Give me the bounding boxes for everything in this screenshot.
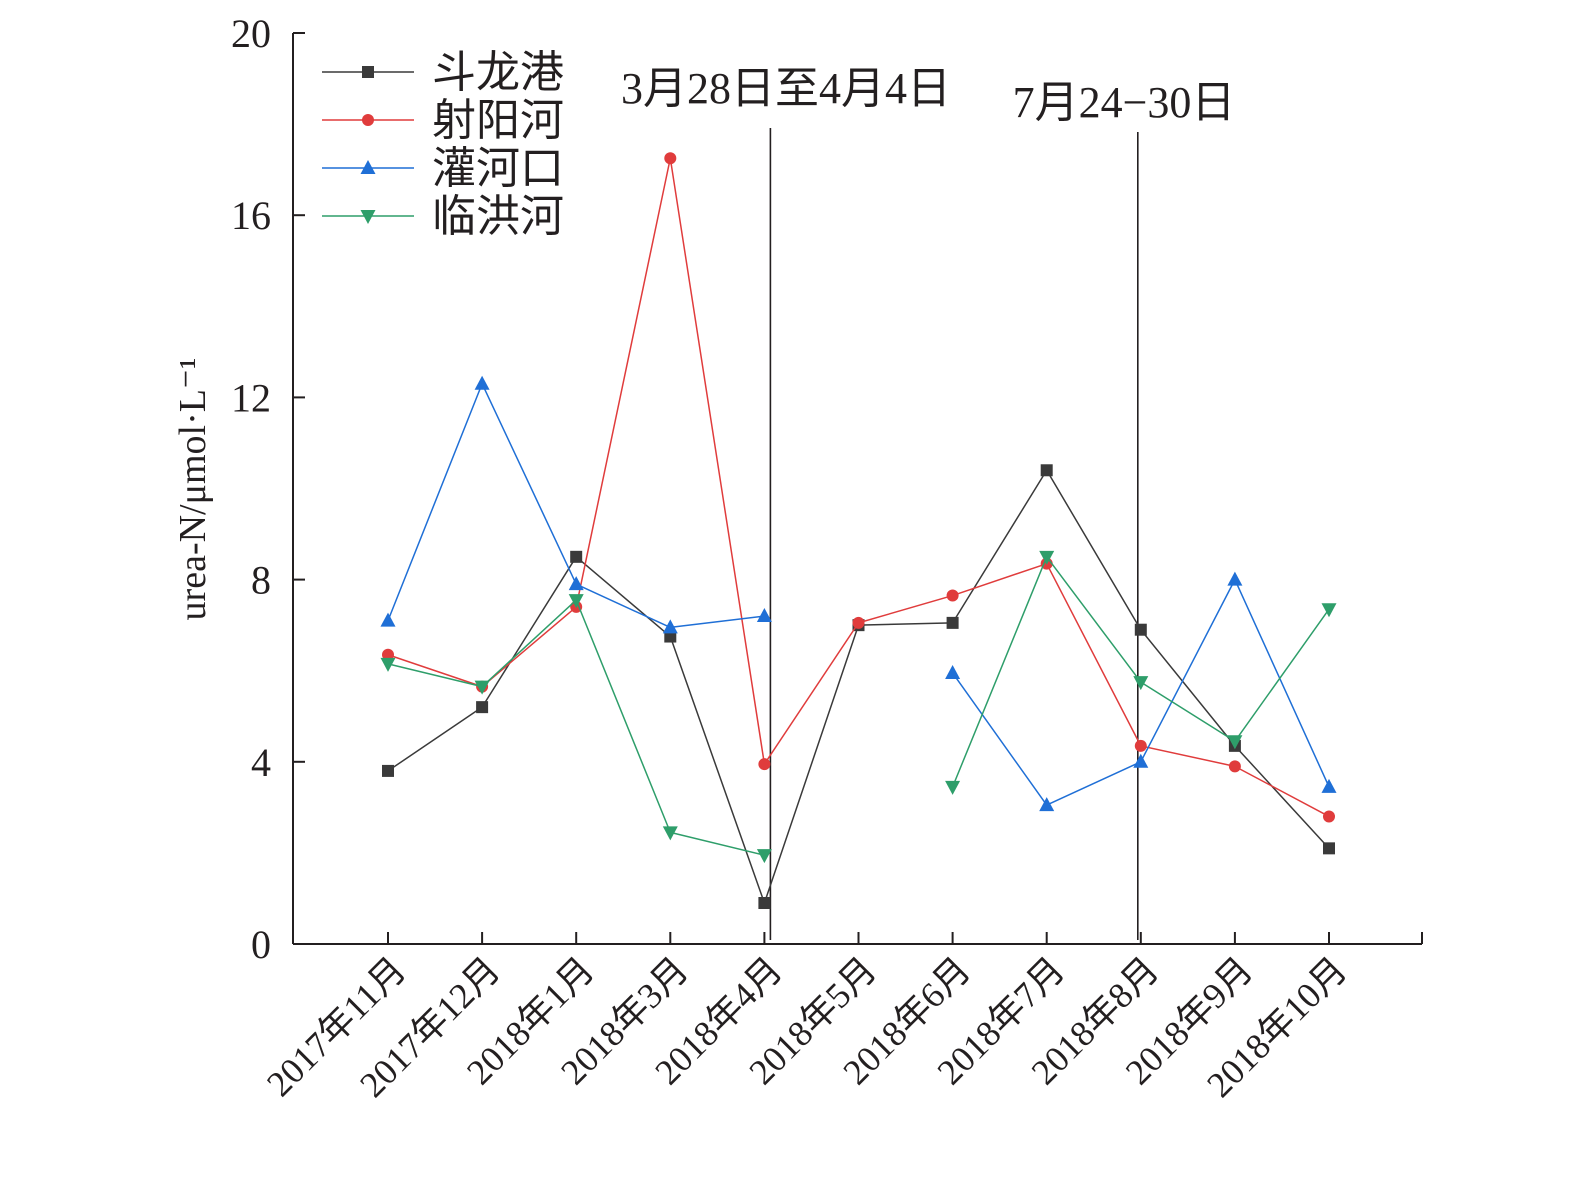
data-point — [1228, 760, 1241, 773]
data-point — [756, 849, 772, 864]
period-annotation: 3月28日至4月4日 — [621, 64, 951, 113]
data-point — [945, 664, 961, 679]
data-point — [476, 701, 489, 714]
data-point — [1039, 550, 1055, 565]
y-tick-label: 0 — [251, 922, 271, 967]
legend-label: 临洪河 — [432, 192, 564, 241]
y-tick-label: 4 — [251, 740, 271, 785]
series-line — [387, 157, 1330, 818]
data-point — [1134, 623, 1147, 636]
series-line — [387, 469, 1330, 904]
legend-label: 灌河口 — [432, 144, 564, 193]
axes: 0481216202017年11月2017年12月2018年1月2018年3月2… — [172, 11, 1423, 1105]
annotations: 3月28日至4月4日 7月24−30日 — [621, 64, 1235, 127]
series-line — [951, 578, 1330, 806]
data-point — [1323, 810, 1335, 823]
data-point — [664, 630, 677, 643]
data-point — [664, 152, 677, 165]
period-dividers — [769, 128, 1139, 940]
data-point — [1227, 571, 1243, 586]
data-point — [380, 657, 396, 672]
series-triangle-down — [380, 550, 1337, 864]
series-square — [382, 464, 1335, 910]
data-point — [758, 897, 771, 910]
data-point — [1134, 739, 1147, 752]
data-point — [662, 826, 678, 841]
data-point — [570, 550, 583, 563]
data-point — [1133, 676, 1149, 691]
data-point — [1227, 735, 1243, 750]
data-point — [382, 764, 394, 777]
series-triangle-up — [380, 375, 1337, 812]
data-point — [362, 114, 374, 126]
series-line — [387, 382, 765, 629]
period-annotation: 7月24−30日 — [1013, 78, 1236, 127]
data-point — [362, 66, 374, 78]
legend-label: 射阳河 — [432, 96, 564, 145]
data-point — [1040, 464, 1053, 477]
data-point — [946, 616, 959, 629]
data-point — [568, 576, 584, 591]
data-point — [852, 616, 865, 629]
data-point — [474, 680, 490, 695]
data-point — [946, 589, 959, 602]
series-layer — [380, 152, 1337, 910]
y-tick-label: 12 — [231, 375, 271, 420]
legend-label: 斗龙港 — [432, 48, 564, 97]
data-point — [756, 608, 772, 623]
y-axis-label: urea-N/μmol·L⁻¹ — [172, 358, 214, 621]
data-point — [1133, 753, 1149, 768]
data-point — [662, 619, 678, 634]
data-point — [380, 612, 396, 627]
series-circle — [382, 152, 1335, 823]
data-point — [1321, 778, 1337, 793]
data-point — [1323, 842, 1335, 855]
data-point — [474, 375, 490, 390]
y-tick-label: 16 — [231, 193, 271, 238]
data-point — [1039, 797, 1055, 812]
y-tick-label: 8 — [251, 558, 271, 603]
data-point — [945, 780, 961, 795]
data-point — [568, 594, 584, 609]
data-point — [360, 210, 376, 224]
data-point — [360, 160, 376, 174]
y-tick-label: 20 — [231, 11, 271, 56]
series-line — [387, 599, 765, 856]
data-point — [1321, 603, 1337, 618]
data-point — [382, 648, 394, 661]
data-point — [758, 758, 771, 771]
